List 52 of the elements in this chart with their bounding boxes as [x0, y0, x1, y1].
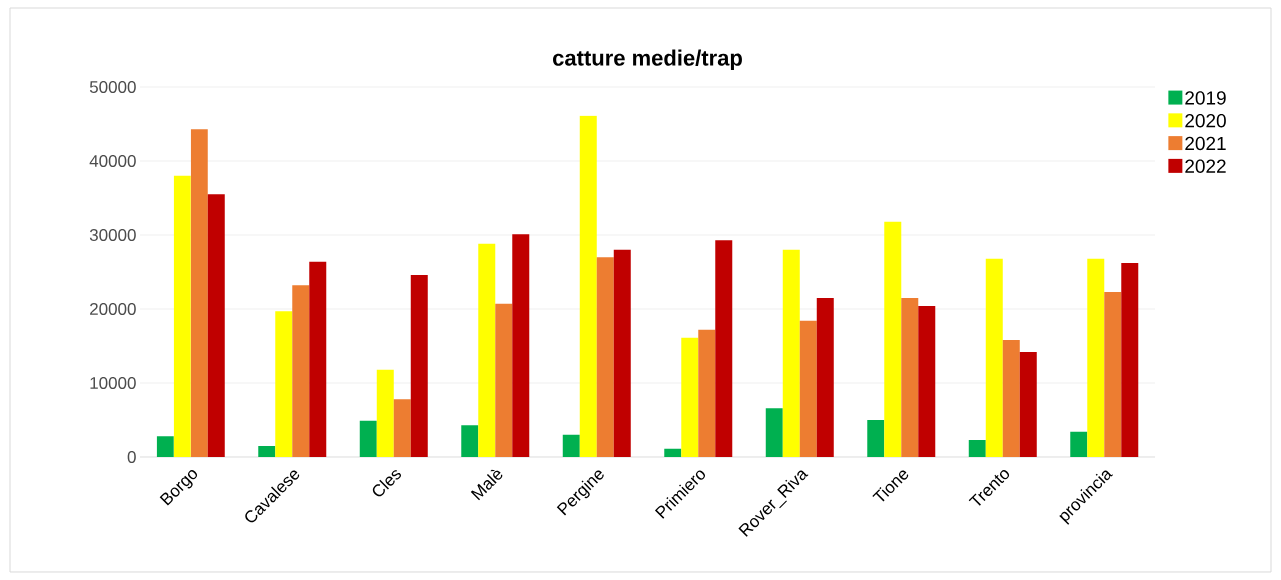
bar	[968, 439, 986, 457]
bar	[190, 129, 208, 457]
bar	[613, 249, 631, 457]
bar	[292, 285, 310, 457]
bar	[664, 448, 682, 457]
bar	[782, 249, 800, 457]
y-tick-label: 50000	[89, 80, 136, 94]
y-tick-label: 0	[127, 450, 136, 464]
y-tick-label: 40000	[89, 154, 136, 168]
bar	[562, 434, 580, 457]
chart-title: catture medie/trap	[553, 49, 742, 71]
bar	[495, 303, 513, 457]
bar	[410, 274, 428, 457]
bar	[799, 320, 817, 457]
bar	[156, 436, 174, 457]
legend-label: 2020	[1185, 113, 1226, 128]
y-tick-label: 30000	[89, 228, 136, 242]
bar	[258, 445, 276, 457]
y-tick-label: 10000	[90, 376, 136, 390]
bar	[478, 243, 496, 457]
bar	[275, 311, 293, 457]
bar	[816, 297, 834, 457]
y-tick-label: 20000	[90, 302, 136, 316]
bar	[901, 297, 919, 457]
bar	[173, 175, 191, 457]
bar	[698, 329, 716, 457]
x-tick-label: Cles	[372, 470, 402, 497]
bar	[1070, 431, 1088, 457]
bar	[1104, 291, 1122, 457]
bar	[579, 115, 597, 457]
bar	[376, 369, 394, 457]
bar	[359, 420, 377, 457]
bar	[918, 306, 936, 457]
legend-label: 2019	[1185, 91, 1226, 105]
bar	[715, 240, 733, 457]
bar	[681, 337, 699, 457]
bar	[1087, 258, 1105, 457]
legend-label: 2022	[1185, 159, 1226, 173]
bar	[207, 194, 225, 457]
bar	[867, 419, 885, 457]
bar	[1019, 351, 1037, 457]
bar	[985, 258, 1003, 457]
bar	[393, 399, 411, 457]
bar	[461, 425, 479, 457]
bar	[1002, 340, 1020, 457]
bar	[765, 408, 783, 457]
bar	[512, 234, 530, 457]
bar	[1121, 263, 1139, 457]
bar	[884, 221, 902, 457]
legend-label: 2021	[1185, 136, 1226, 151]
bar	[596, 257, 614, 457]
bar	[309, 261, 327, 457]
